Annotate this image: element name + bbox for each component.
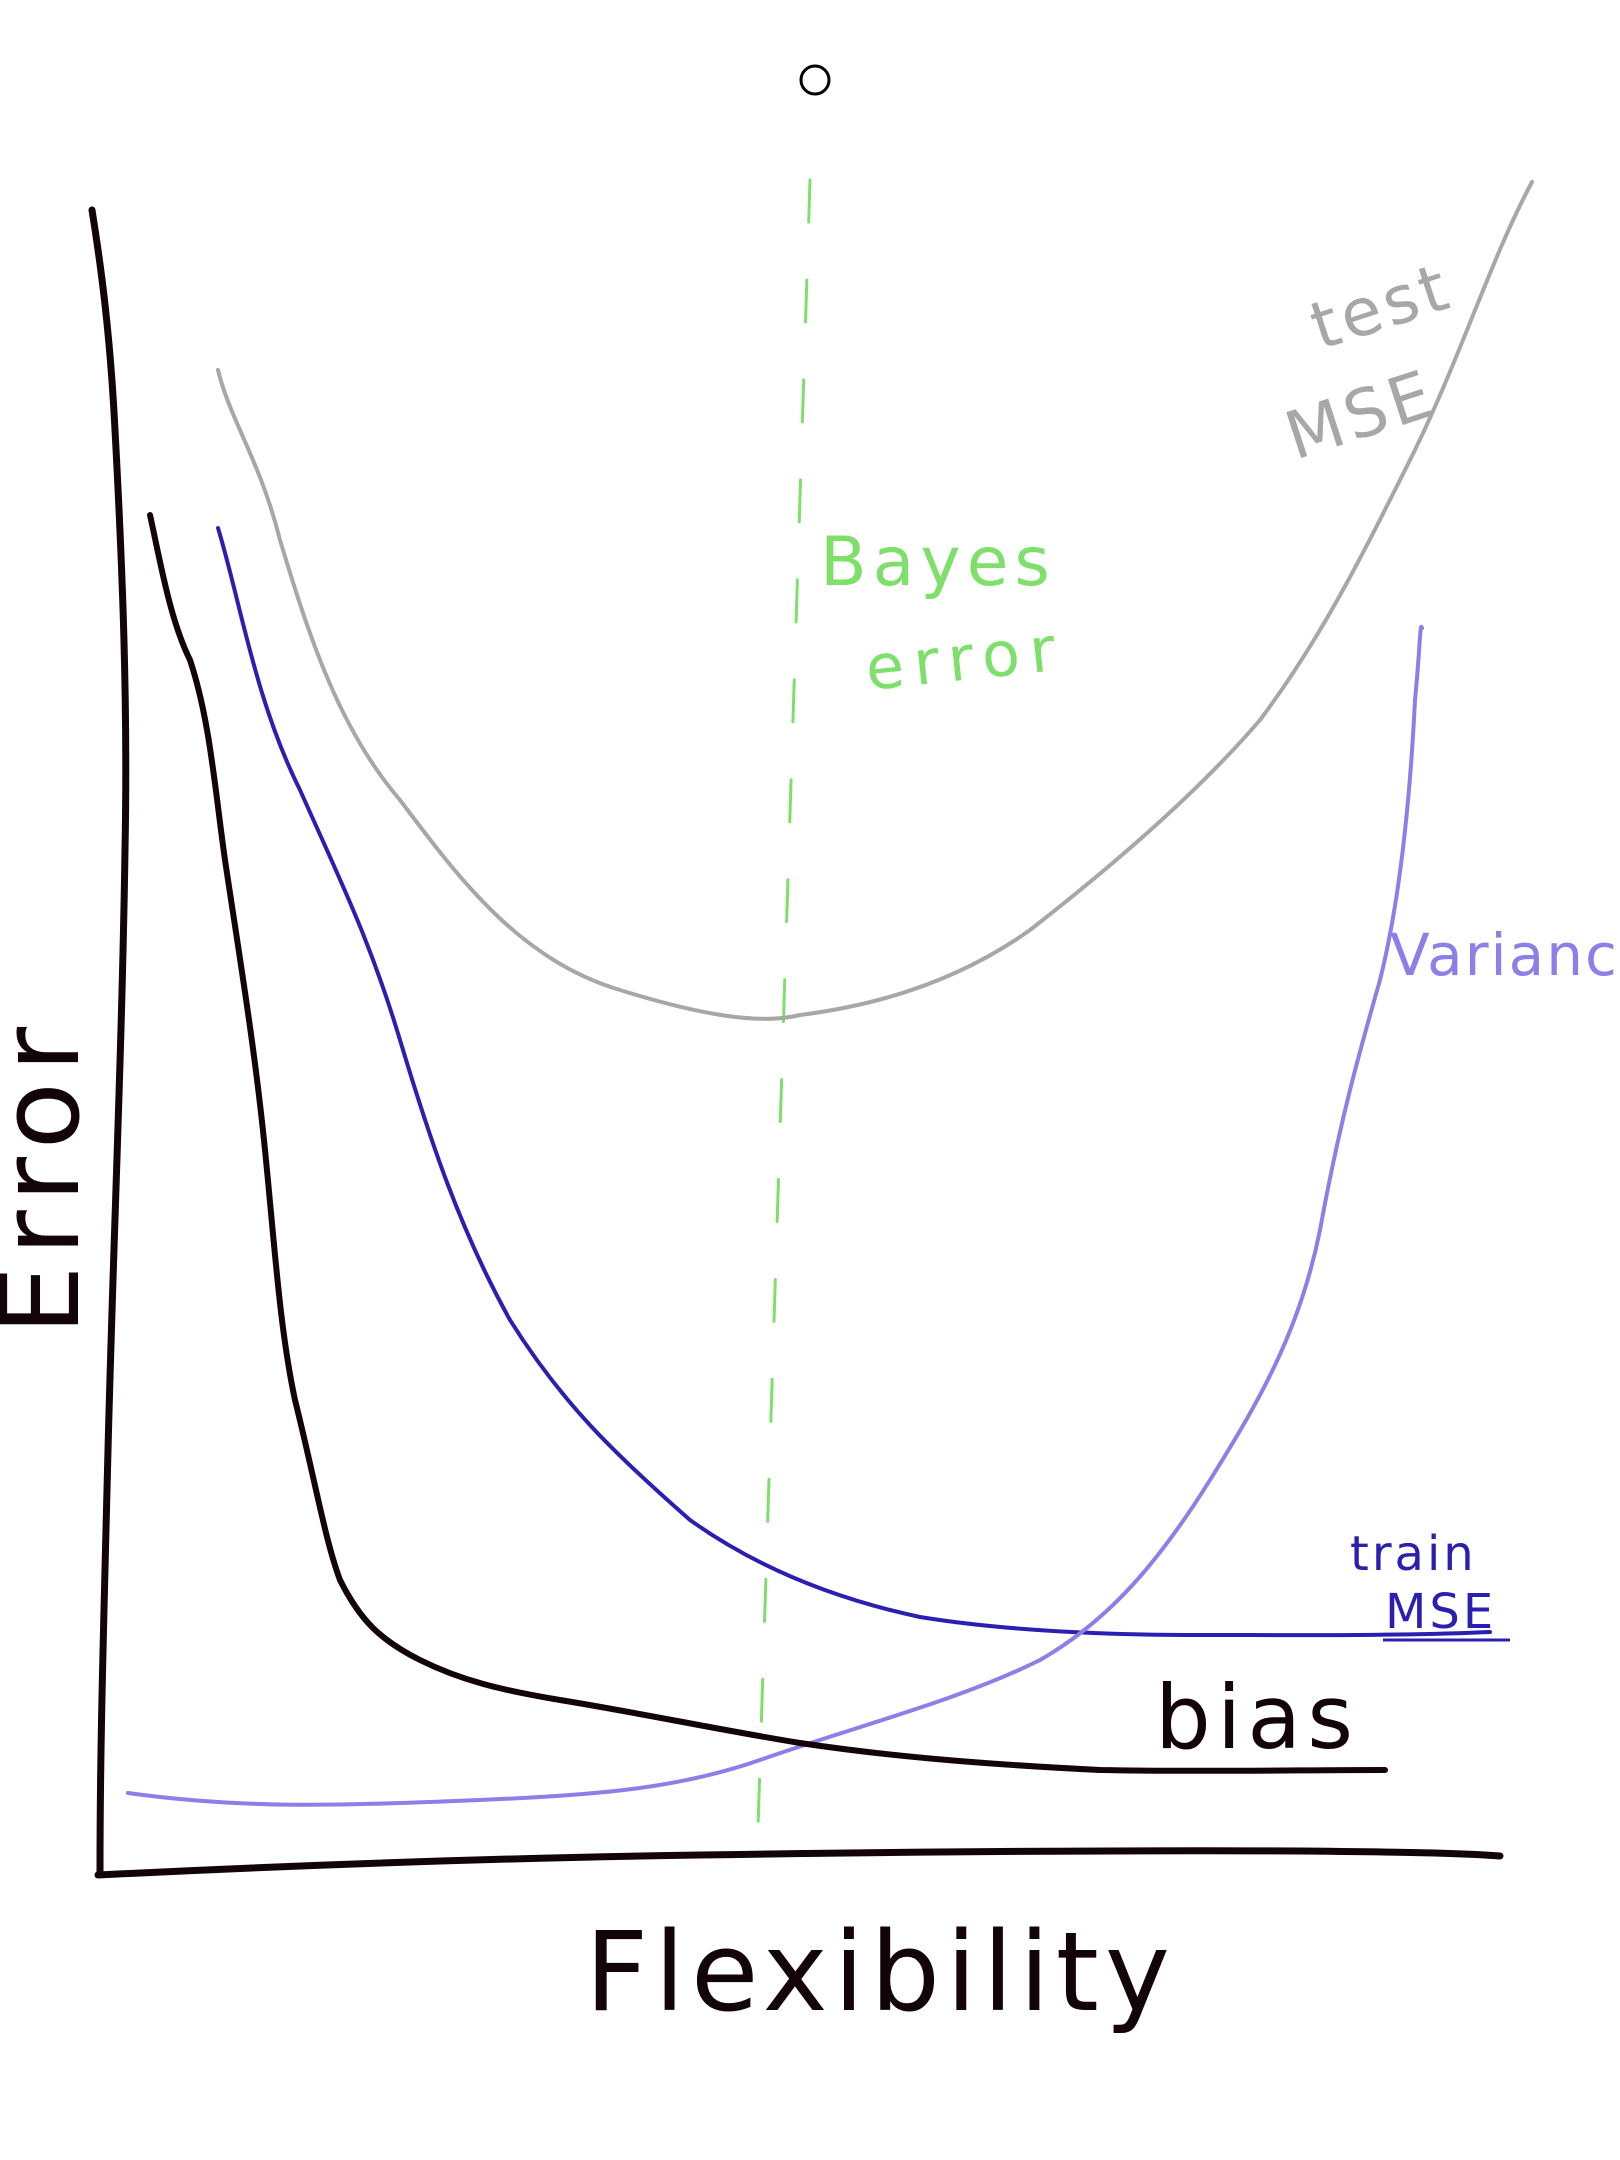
variance-label: Variance [1390, 921, 1620, 989]
y-axis-label: Error [0, 1017, 104, 1335]
bayes-label-line2: error [862, 611, 1069, 705]
test-mse-curve [216, 180, 1534, 1021]
variance-curve [126, 624, 1424, 1807]
test-label-line2: MSE [1276, 355, 1445, 475]
train-mse-curve [216, 526, 1492, 1638]
bayes-error-line [755, 178, 812, 1862]
x-axis-line [94, 1847, 1504, 1879]
bias-label: bias [1155, 1666, 1359, 1769]
top-circle-icon [799, 64, 831, 96]
train-label-line2: MSE [1385, 1584, 1496, 1640]
test-label-line1: test [1301, 248, 1461, 365]
y-axis-line [88, 206, 130, 1877]
bayes-label-line1: Bayes [820, 523, 1056, 602]
x-axis-label: Flexibility [585, 1908, 1176, 2036]
train-label-line1: train [1350, 1526, 1477, 1582]
bias-curve [147, 512, 1388, 1774]
